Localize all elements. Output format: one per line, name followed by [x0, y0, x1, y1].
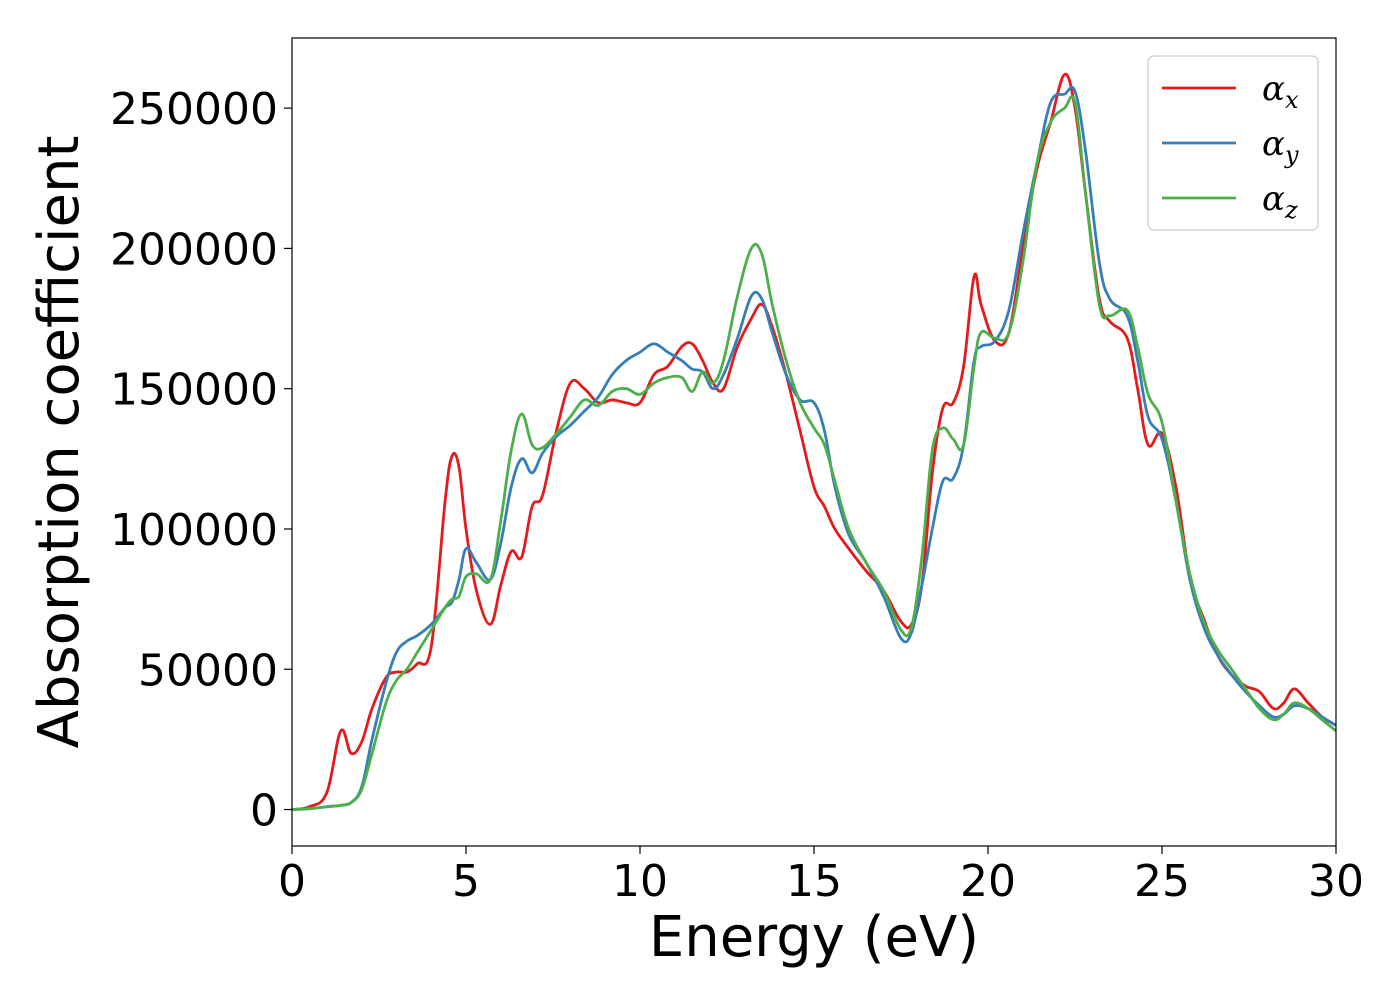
legend-label-sub: y — [1284, 141, 1299, 169]
legend-item: αy — [1162, 124, 1299, 169]
x-tick-label: 10 — [612, 856, 668, 907]
x-tick-label: 20 — [960, 856, 1016, 907]
legend-item: αz — [1162, 179, 1298, 224]
legend-item: αx — [1162, 69, 1299, 114]
legend-label-base: α — [1262, 69, 1285, 109]
legend-label: αx — [1262, 69, 1299, 114]
y-tick-label: 50000 — [138, 645, 278, 696]
y-tick-label: 200000 — [110, 224, 278, 275]
x-tick-label: 30 — [1308, 856, 1364, 907]
y-tick-label: 100000 — [110, 505, 278, 556]
x-tick-label: 15 — [786, 856, 842, 907]
x-tick-label: 25 — [1134, 856, 1190, 907]
legend-label: αy — [1262, 124, 1299, 169]
series-line-z — [292, 95, 1336, 811]
series-line-y — [292, 85, 1336, 811]
y-tick-label: 150000 — [110, 365, 278, 416]
legend-label: αz — [1262, 179, 1298, 224]
legend-label-base: α — [1262, 124, 1285, 164]
legend-label-sub: z — [1284, 196, 1298, 224]
x-tick-label: 5 — [452, 856, 480, 907]
y-tick-label: 250000 — [110, 84, 278, 135]
x-tick-label: 0 — [278, 856, 306, 907]
series-lines — [292, 72, 1336, 811]
legend-label-sub: x — [1285, 86, 1299, 114]
series-line-x — [292, 72, 1336, 811]
y-tick-label: 0 — [250, 786, 278, 837]
x-axis-label: Energy (eV) — [649, 905, 979, 970]
y-axis-label: Absorption coefficient — [27, 136, 92, 749]
x-axis-ticks: 0 5 10 15 20 25 30 — [278, 846, 1364, 907]
legend-label-base: α — [1262, 179, 1285, 219]
y-axis-ticks: 0 50000 100000 150000 200000 250000 — [110, 84, 292, 837]
